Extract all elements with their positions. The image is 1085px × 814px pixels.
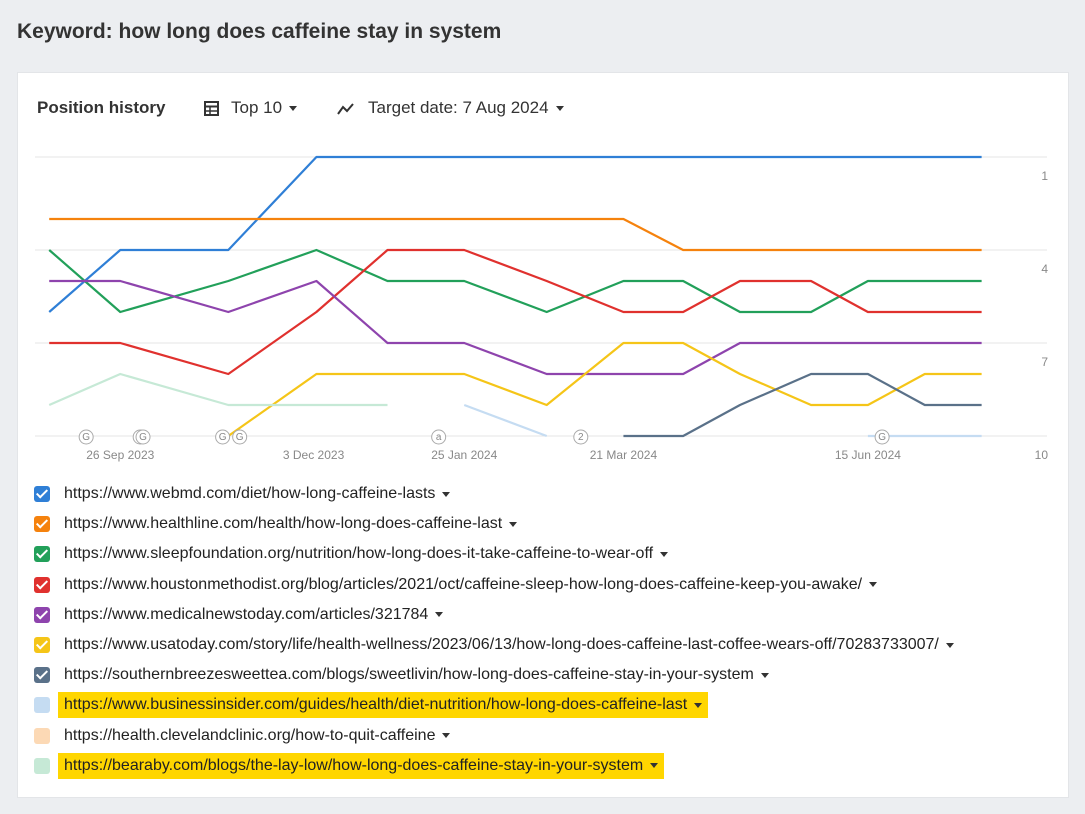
- legend-label: https://www.houstonmethodist.org/blog/ar…: [64, 575, 863, 593]
- legend-label: https://www.businessinsider.com/guides/h…: [64, 696, 688, 714]
- legend-checkbox[interactable]: [34, 697, 50, 714]
- legend-url: https://www.businessinsider.com/guides/h…: [58, 692, 709, 719]
- legend-checkbox[interactable]: [34, 606, 50, 623]
- annotation-label: G: [219, 432, 227, 443]
- legend-label: https://www.healthline.com/health/how-lo…: [64, 515, 503, 533]
- legend-entry[interactable]: https://www.webmd.com/diet/how-long-caff…: [34, 481, 456, 507]
- legend-entry[interactable]: https://bearaby.com/blogs/the-lay-low/ho…: [34, 752, 665, 779]
- legend-entry[interactable]: https://health.clevelandclinic.org/how-t…: [34, 723, 456, 749]
- series-line: [48, 372, 388, 407]
- dropdown-caret[interactable]: [945, 642, 954, 648]
- top-filter-label: Top 10: [231, 98, 283, 117]
- annotation-label: G: [236, 432, 244, 443]
- legend-entry[interactable]: https://www.businessinsider.com/guides/h…: [34, 692, 709, 719]
- annotation-label: G: [82, 432, 90, 443]
- legend-url: https://www.sleepfoundation.org/nutritio…: [58, 541, 674, 567]
- legend-label: https://southernbreezesweettea.com/blogs…: [64, 666, 754, 684]
- y-tick-label: 7: [1041, 355, 1048, 369]
- section-title: Position history: [37, 98, 166, 117]
- x-tick-label: 25 Jan 2024: [431, 448, 497, 462]
- legend-checkbox[interactable]: [34, 757, 50, 774]
- legend-checkbox[interactable]: [34, 576, 50, 593]
- dropdown-caret[interactable]: [442, 491, 451, 497]
- dropdown-caret[interactable]: [509, 521, 518, 527]
- series-line: [49, 248, 982, 376]
- legend-checkbox[interactable]: [34, 486, 50, 502]
- legend-entry[interactable]: https://www.sleepfoundation.org/nutritio…: [34, 541, 674, 567]
- dropdown-caret[interactable]: [760, 672, 769, 678]
- legend-entry[interactable]: https://www.medicalnewstoday.com/article…: [34, 602, 449, 628]
- legend-url: https://bearaby.com/blogs/the-lay-low/ho…: [58, 752, 665, 779]
- legend-entry[interactable]: https://www.houstonmethodist.org/blog/ar…: [34, 572, 883, 598]
- series-line: [623, 372, 982, 438]
- table-icon: [204, 101, 219, 116]
- target-date-label: Target date: 7 Aug 2024: [368, 98, 549, 117]
- series-line: [463, 403, 982, 438]
- annotation-marker: [135, 429, 151, 445]
- y-tick-label: 1: [1041, 169, 1048, 183]
- y-tick-label: 10: [1035, 448, 1049, 462]
- x-tick-label: 3 Dec 2023: [283, 448, 345, 462]
- trend-icon: [337, 103, 354, 115]
- legend-entry[interactable]: https://southernbreezesweettea.com/blogs…: [34, 662, 775, 688]
- series-line: [48, 248, 982, 314]
- legend-checkbox[interactable]: [34, 546, 50, 563]
- annotation-marker: [232, 429, 248, 445]
- legend-url: https://www.healthline.com/health/how-lo…: [58, 511, 523, 537]
- legend-label: https://health.clevelandclinic.org/how-t…: [64, 726, 436, 744]
- keyword-title: Keyword: how long does caffeine stay in …: [17, 20, 502, 43]
- chart: 1 4 7 10 26 Sep 2023 3 Dec 2023 25 Jan 2024 21 …: [35, 155, 1049, 462]
- series-line: [227, 341, 982, 437]
- annotation-label: 2: [578, 432, 584, 443]
- dropdown-caret[interactable]: [694, 702, 703, 708]
- legend-label: https://www.webmd.com/diet/how-long-caff…: [64, 485, 436, 502]
- annotation-marker: [431, 429, 447, 445]
- dropdown-caret[interactable]: [435, 612, 444, 618]
- x-tick-label: 21 Mar 2024: [590, 448, 658, 462]
- legend-entry[interactable]: https://www.usatoday.com/story/life/heal…: [34, 632, 960, 658]
- legend-url: https://www.webmd.com/diet/how-long-caff…: [58, 481, 456, 507]
- legend-url: https://www.usatoday.com/story/life/heal…: [58, 632, 960, 658]
- target-date[interactable]: Target date: 7 Aug 2024: [368, 98, 564, 118]
- legend-url: https://southernbreezesweettea.com/blogs…: [58, 662, 775, 688]
- series-line: [49, 217, 982, 252]
- legend-checkbox[interactable]: [34, 727, 50, 744]
- dropdown-caret[interactable]: [442, 733, 451, 739]
- legend-url: https://www.medicalnewstoday.com/article…: [58, 602, 449, 628]
- legend-checkbox[interactable]: [34, 637, 50, 653]
- x-tick-label: 15 Jun 2024: [835, 448, 901, 462]
- legend-label: https://www.medicalnewstoday.com/article…: [64, 605, 429, 623]
- annotation-label: G: [878, 432, 886, 443]
- legend-checkbox[interactable]: [34, 667, 50, 684]
- annotation-marker: [573, 429, 589, 445]
- legend-label: https://www.sleepfoundation.org/nutritio…: [64, 545, 654, 563]
- dropdown-caret[interactable]: [660, 551, 669, 557]
- annotation-marker: [215, 429, 231, 445]
- legend-url: https://health.clevelandclinic.org/how-t…: [58, 723, 456, 749]
- legend-checkbox[interactable]: [34, 516, 50, 533]
- legend-label: https://www.usatoday.com/story/life/heal…: [64, 636, 939, 653]
- y-tick-label: 4: [1041, 262, 1048, 276]
- series-line: [48, 155, 982, 313]
- annotation-label: a: [436, 432, 442, 443]
- legend-url: https://www.houstonmethodist.org/blog/ar…: [58, 572, 883, 598]
- dropdown-caret[interactable]: [869, 582, 878, 588]
- dropdown-caret[interactable]: [650, 763, 659, 769]
- annotation-marker: [874, 429, 890, 445]
- top-filter[interactable]: Top 10: [231, 98, 298, 118]
- legend-label: https://bearaby.com/blogs/the-lay-low/ho…: [64, 756, 644, 774]
- annotation-marker: [78, 429, 94, 445]
- annotation-label: G: [139, 432, 147, 443]
- x-tick-label: 26 Sep 2023: [86, 448, 154, 462]
- legend-entry[interactable]: https://www.healthline.com/health/how-lo…: [34, 511, 523, 537]
